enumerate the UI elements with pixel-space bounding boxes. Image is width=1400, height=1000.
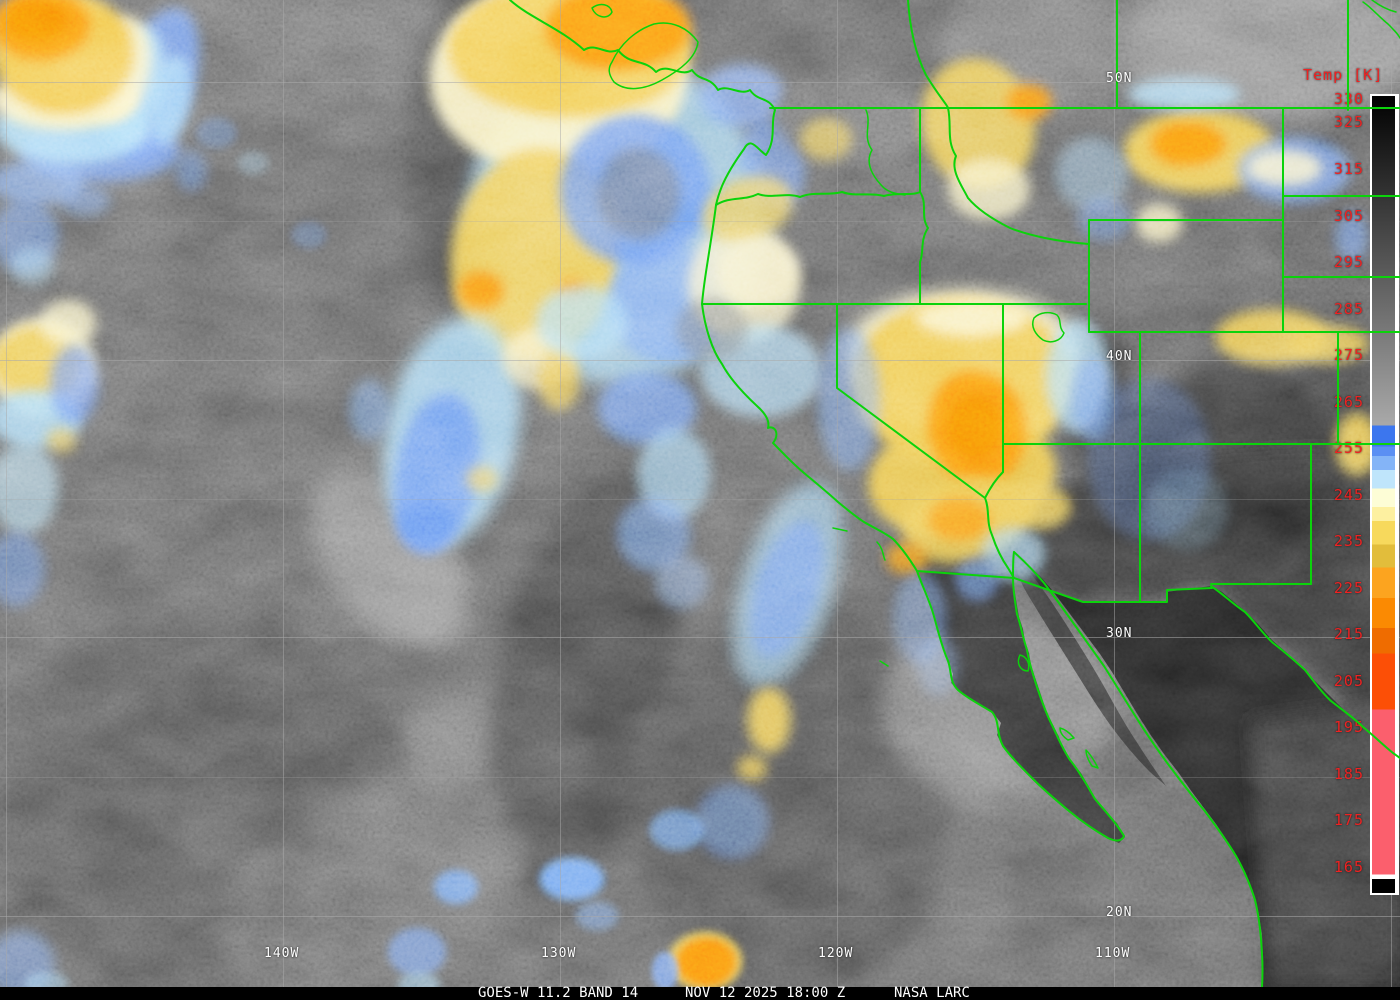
bc-ab-border xyxy=(907,0,949,109)
gridline-parallel-50n xyxy=(0,82,1400,83)
gridline-meridian-110w xyxy=(1114,0,1115,987)
gridline-meridian-120w xyxy=(837,0,838,987)
us-mexico-border-west xyxy=(916,570,1213,603)
gulf-of-california-islands xyxy=(1059,727,1099,769)
gridline-parallel-35n xyxy=(0,499,1400,500)
gridline-meridian-130w xyxy=(560,0,561,987)
sonora-sinaloa-coastline xyxy=(1013,551,1264,987)
rio-grande-border xyxy=(1210,585,1400,759)
isla-angel-de-la-guarda xyxy=(1017,654,1030,672)
lat-label-20n: 20N xyxy=(1106,905,1133,920)
lon-label-110w: 110W xyxy=(1095,946,1131,961)
colorbar-tick-185: 185 xyxy=(1333,765,1364,783)
status-bar: GOES-W 11.2 BAND 14 NOV 12 2025 18:00 Z … xyxy=(0,985,1400,1000)
colorbar-title: Temp [K] xyxy=(1303,66,1384,84)
lat-label-50n: 50N xyxy=(1106,71,1133,86)
lat-label-40n: 40N xyxy=(1106,349,1133,364)
colorbar-tick-235: 235 xyxy=(1333,532,1364,550)
id-mt-border xyxy=(947,107,1090,245)
channel-islands xyxy=(832,527,889,667)
timestamp-label: NOV 12 2025 18:00 Z xyxy=(685,985,846,1000)
colorbar-tick-225: 225 xyxy=(1333,579,1364,597)
temperature-colorbar xyxy=(1370,94,1397,895)
colorbar-tick-245: 245 xyxy=(1333,486,1364,504)
gridline-parallel-30n xyxy=(0,637,1400,638)
gridline-parallel-40n xyxy=(0,360,1400,361)
colorbar-tick-265: 265 xyxy=(1333,393,1364,411)
colorbar-tick-175: 175 xyxy=(1333,811,1364,829)
nv-az-colorado-river xyxy=(984,471,1004,499)
vancouver-island xyxy=(608,22,699,90)
gulf-islands xyxy=(591,3,613,18)
colorbar-right-edge-line xyxy=(1397,94,1399,895)
gridline-meridian-140w xyxy=(283,0,284,987)
great-salt-lake xyxy=(1031,311,1065,343)
columbia-river xyxy=(865,109,906,196)
lon-label-120w: 120W xyxy=(818,946,854,961)
or-id-border-snake-river xyxy=(919,191,929,305)
colorbar-tick-205: 205 xyxy=(1333,672,1364,690)
colorbar-tick-315: 315 xyxy=(1333,160,1364,178)
wa-or-border xyxy=(715,191,921,206)
gridline-meridian-150w xyxy=(6,0,7,987)
gridline-parallel-45n xyxy=(0,221,1400,222)
lon-label-130w: 130W xyxy=(541,946,577,961)
colorbar-tick-325: 325 xyxy=(1333,113,1364,131)
colorbar-tick-215: 215 xyxy=(1333,625,1364,643)
canadian-lakes xyxy=(1362,0,1400,39)
ca-nv-border xyxy=(836,303,1015,579)
colorbar-tick-295: 295 xyxy=(1333,253,1364,271)
colorbar-tick-165: 165 xyxy=(1333,858,1364,876)
colorbar-tick-275: 275 xyxy=(1333,346,1364,364)
colorbar-tick-195: 195 xyxy=(1333,718,1364,736)
colorbar-tick-285: 285 xyxy=(1333,300,1364,318)
gridline-parallel-20n xyxy=(0,916,1400,917)
product-label: GOES-W 11.2 BAND 14 xyxy=(478,985,639,1000)
lat-label-30n: 30N xyxy=(1106,626,1133,641)
colorbar-gradient xyxy=(1372,96,1395,893)
colorbar-tick-305: 305 xyxy=(1333,207,1364,225)
pacific-coastline xyxy=(509,0,1125,842)
gridline-parallel-25n xyxy=(0,777,1400,778)
lon-label-140w: 140W xyxy=(264,946,300,961)
credit-label: NASA LARC xyxy=(894,985,970,1000)
